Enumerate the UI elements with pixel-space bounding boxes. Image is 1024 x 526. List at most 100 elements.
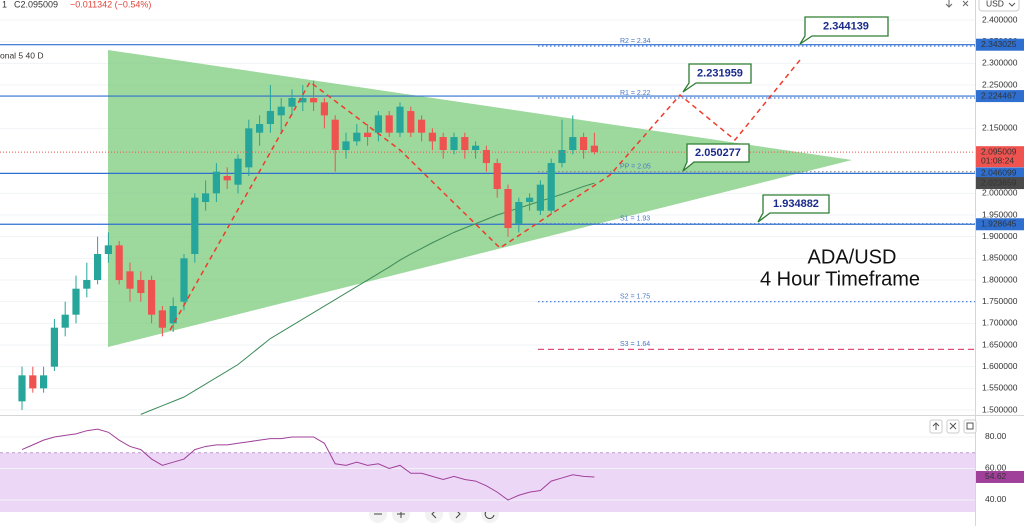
y-tick-label: 2.400000: [982, 14, 1018, 24]
annotation-box: [757, 194, 830, 223]
candle-body: [580, 137, 588, 151]
candle-body: [245, 128, 253, 168]
rsi-last-box: [976, 470, 1024, 483]
pivot-label: R1 = 2.22: [620, 90, 651, 97]
rsi-line: [21, 428, 595, 501]
candle-body: [94, 254, 102, 281]
level-price-label: 2.343025: [981, 39, 1017, 49]
candle-body: [310, 98, 318, 103]
candle-body: [158, 310, 166, 328]
annotation-box: [682, 63, 752, 93]
level-price-label-box: [976, 167, 1024, 180]
level-price-label: 2.224467: [981, 90, 1017, 100]
down-icon[interactable]: [945, 0, 953, 8]
candle-body: [115, 245, 123, 281]
candle-body: [212, 171, 220, 194]
y-tick-label: 1.500000: [982, 404, 1018, 414]
candle-body: [407, 111, 415, 133]
ma-price-label: 2.023659: [981, 177, 1017, 187]
y-tick-label: 1.750000: [982, 296, 1018, 306]
annotation: 1.934882: [757, 194, 830, 223]
currency-label: USD: [986, 0, 1004, 8]
candle-body: [180, 258, 188, 302]
level-price-label: 1.928645: [981, 219, 1017, 229]
top-right-controls: USD: [945, 0, 1020, 12]
candle-body: [288, 98, 296, 107]
annotation-label: 2.231959: [697, 67, 743, 79]
candle-body: [61, 314, 69, 328]
candle-body: [396, 106, 404, 133]
candle-body: [331, 119, 339, 151]
candle-body: [137, 280, 145, 294]
candle-body: [299, 98, 307, 103]
candle-body: [223, 176, 231, 181]
pivot-label: R2 = 2.34: [620, 38, 651, 45]
candle-body: [364, 132, 372, 138]
candle-body: [342, 141, 350, 151]
y-tick-label: 1.850000: [982, 253, 1018, 263]
header-change: −0.011342 (−0.54%): [70, 0, 151, 9]
projection-path: [169, 59, 801, 331]
y-tick-label: 2.300000: [982, 58, 1018, 68]
candle-body: [126, 271, 134, 289]
candle-body: [266, 111, 274, 125]
chart-title: ADA/USD: [808, 246, 897, 268]
currency-button[interactable]: [978, 0, 1020, 12]
header-close: C2.095009: [14, 0, 58, 9]
y-tick-label: 1.550000: [982, 383, 1018, 393]
rsi-tick-label: 40.00: [985, 494, 1007, 504]
header-interval: 1: [2, 0, 7, 9]
pivot-label: S2 = 1.75: [620, 294, 650, 301]
rsi-controls: [929, 419, 977, 434]
candle-body: [472, 145, 480, 151]
candle-body: [547, 163, 555, 211]
candle-body: [482, 150, 490, 164]
close-icon: [949, 422, 957, 430]
chart-subtitle: 4 Hour Timeframe: [760, 268, 920, 290]
up-icon: [932, 422, 940, 430]
pivot-label: S1 = 1.93: [620, 216, 650, 223]
y-tick-label: 2.000000: [982, 188, 1018, 198]
triangle-pattern: [108, 50, 852, 347]
y-tick-label: 2.150000: [982, 123, 1018, 133]
level-price-label-box: [976, 90, 1024, 103]
candle-body: [169, 306, 177, 324]
candle-body: [450, 137, 458, 151]
maximize-button[interactable]: [963, 419, 977, 434]
last-price-label-box: [976, 146, 1024, 168]
annotation: 2.344139: [799, 16, 889, 45]
annotation-label: 2.050277: [695, 147, 741, 159]
close-icon[interactable]: [962, 0, 969, 7]
candle-body: [515, 202, 523, 224]
annotation-label: 1.934882: [773, 198, 819, 210]
countdown-label: 01:08:24: [981, 155, 1014, 165]
candle-body: [428, 132, 436, 142]
rsi-tick-label: 60.00: [985, 463, 1007, 473]
candle-body: [202, 193, 210, 203]
level-price-label-box: [976, 38, 1024, 51]
candle-body: [256, 124, 264, 133]
candle-body: [320, 102, 328, 116]
y-tick-label: 1.900000: [982, 231, 1018, 241]
candle-body: [148, 280, 156, 315]
rsi-band: [0, 452, 975, 512]
candle-body: [526, 197, 534, 203]
dropdown-icon: [1008, 2, 1016, 7]
annotation-box: [682, 143, 750, 172]
candle-body: [29, 375, 37, 389]
rsi-tick-label: 80.00: [985, 431, 1007, 441]
candle-body: [536, 184, 544, 211]
level-price-label-box: [976, 218, 1024, 231]
candle-body: [50, 327, 58, 367]
last-price-label: 2.095009: [981, 146, 1017, 156]
candle-body: [104, 245, 112, 255]
candle-body: [18, 375, 26, 402]
pivot-label: S3 = 1.64: [620, 341, 650, 348]
ma-price-label-box: [976, 177, 1024, 190]
y-tick-label: 1.700000: [982, 318, 1018, 328]
candle-body: [40, 375, 48, 389]
candle-body: [277, 106, 285, 116]
candle-body: [234, 158, 242, 185]
candle-body: [461, 137, 469, 151]
